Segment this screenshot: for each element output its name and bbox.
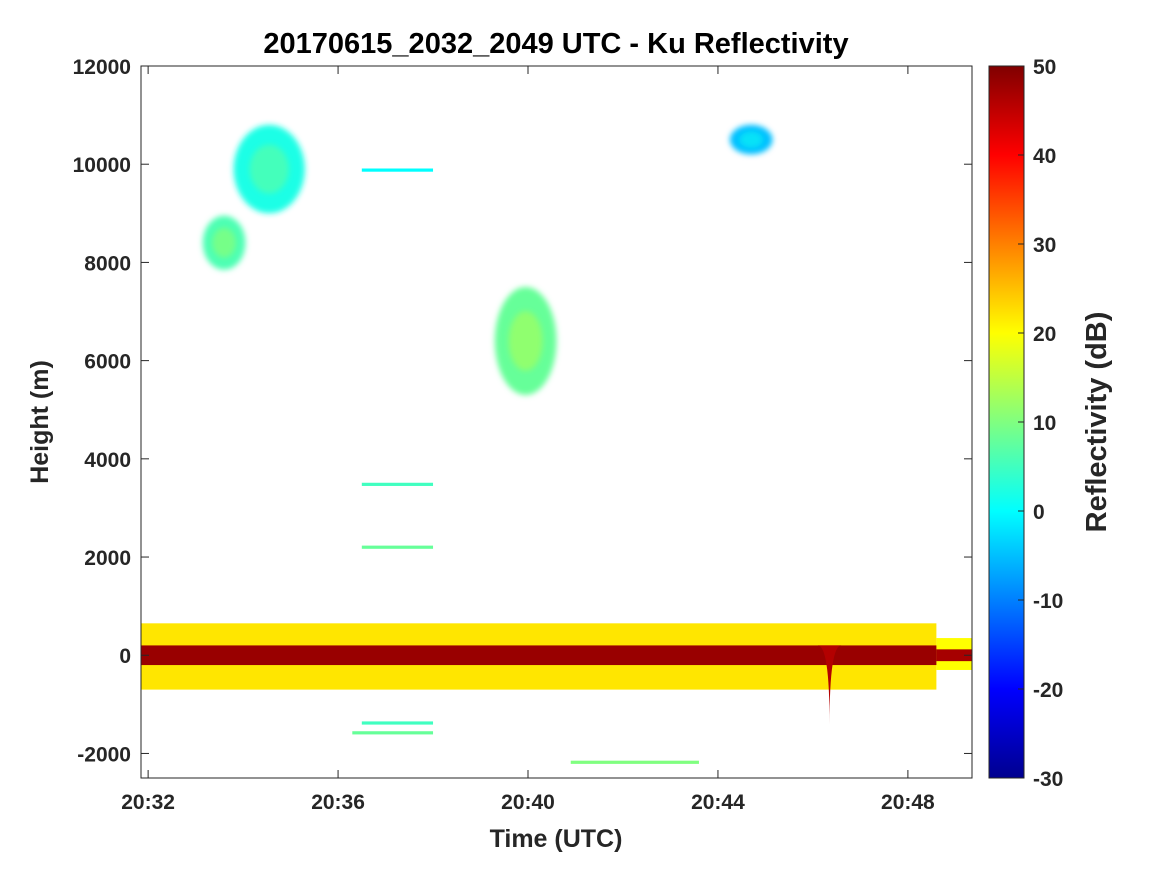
colorbar-tick-label: -20 [1033, 679, 1063, 702]
colorbar-tick-label: 40 [1033, 145, 1056, 168]
cloud-echo-core [508, 311, 543, 371]
surface-echo-core [936, 649, 972, 662]
y-tick-label: -2000 [77, 743, 131, 766]
x-tick-label: 20:32 [121, 791, 175, 814]
y-axis: 12000 10000 8000 6000 4000 2000 0 -2000 [73, 56, 972, 766]
interference-streak [361, 482, 434, 486]
colorbar-tick-label: 0 [1033, 501, 1045, 524]
surface-echo-dip [817, 645, 842, 724]
reflectivity-field [141, 124, 972, 764]
interference-streak [361, 545, 434, 549]
x-tick-label: 20:48 [881, 791, 935, 814]
cloud-echo-core [739, 131, 763, 148]
cloud-echo-core [212, 227, 236, 258]
interference-streak [361, 721, 434, 725]
colorbar-label: Reflectivity (dB) [1081, 312, 1113, 533]
colorbar-tick-label: -10 [1033, 590, 1063, 613]
colorbar-tick-label: 10 [1033, 412, 1056, 435]
x-tick-label: 20:36 [311, 791, 365, 814]
x-tick-label: 20:40 [501, 791, 555, 814]
colorbar-tick-label: -30 [1033, 768, 1063, 791]
y-tick-label: 4000 [84, 449, 131, 472]
interference-streak [361, 168, 434, 172]
colorbar-tick-label: 20 [1033, 323, 1056, 346]
y-tick-label: 8000 [84, 252, 131, 275]
chart-title: 20170615_2032_2049 UTC - Ku Reflectivity [263, 28, 848, 60]
colorbar-axis: 50 40 30 20 10 0 -10 -20 -30 [1018, 56, 1063, 791]
x-axis-label: Time (UTC) [490, 825, 623, 853]
cloud-echo-core [249, 144, 289, 194]
colorbar-tick-label: 30 [1033, 234, 1056, 257]
surface-echo-core [141, 645, 937, 666]
y-tick-label: 2000 [84, 547, 131, 570]
y-tick-label: 12000 [73, 56, 131, 79]
interference-streak [570, 760, 699, 764]
colorbar-tick-label: 50 [1033, 56, 1056, 79]
plot-frame [140, 65, 973, 779]
x-axis: 20:32 20:36 20:40 20:44 20:48 [121, 66, 935, 814]
x-tick-label: 20:44 [691, 791, 745, 814]
y-tick-label: 10000 [73, 154, 131, 177]
y-tick-label: 6000 [84, 351, 131, 374]
y-tick-label: 0 [119, 645, 131, 668]
interference-streak [352, 731, 434, 735]
y-axis-label: Height (m) [26, 360, 54, 484]
